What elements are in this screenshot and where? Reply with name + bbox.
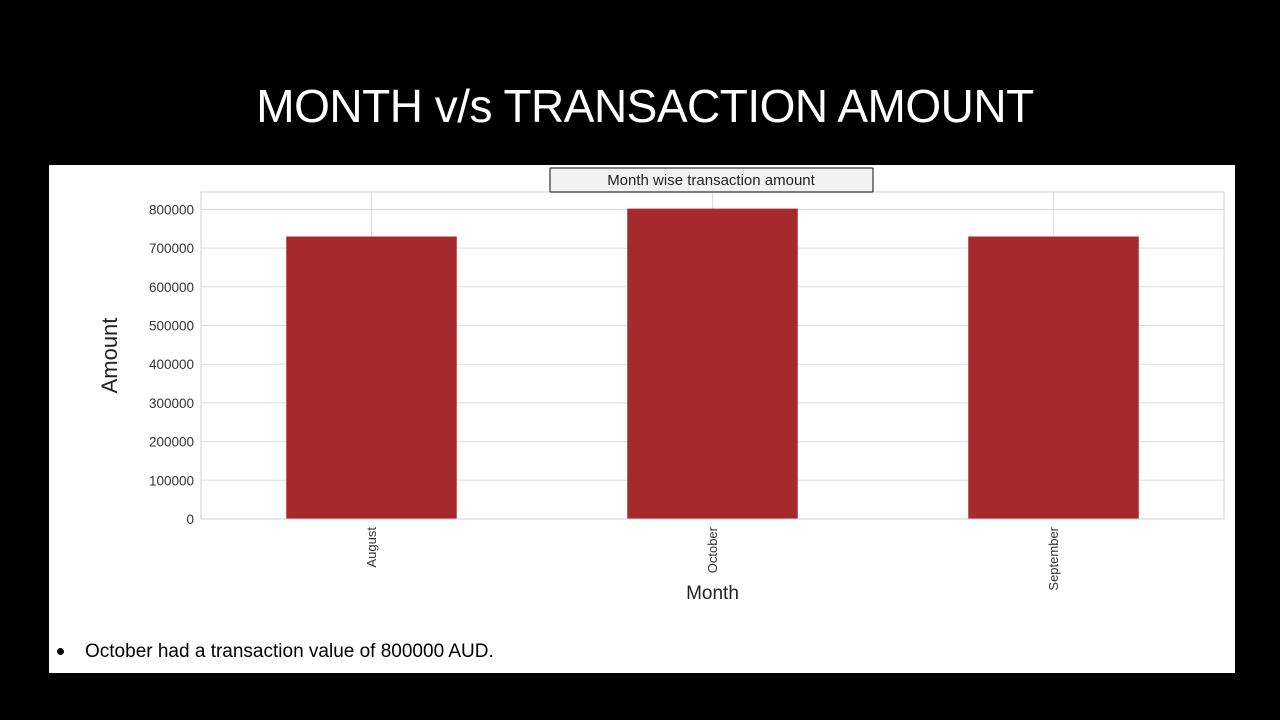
y-tick-label: 700000 bbox=[149, 241, 194, 256]
y-tick-label: 300000 bbox=[149, 396, 194, 411]
chart-panel: 0 100000 200000 300000 400000 500000 600000 700… bbox=[49, 165, 1235, 673]
chart-title-box: Month wise transaction amount bbox=[549, 167, 874, 193]
y-tick-label: 100000 bbox=[149, 473, 194, 488]
bar-chart: 0 100000 200000 300000 400000 500000 600000 700… bbox=[97, 167, 1225, 604]
x-tick-label: September bbox=[1046, 526, 1061, 590]
chart-title-frame bbox=[549, 167, 874, 193]
y-tick-label: 500000 bbox=[149, 319, 194, 334]
x-tick-label: August bbox=[364, 527, 379, 568]
bullet-icon bbox=[57, 648, 64, 655]
x-axis-label: Month bbox=[686, 583, 739, 604]
y-tick-label: 0 bbox=[186, 512, 194, 527]
bar bbox=[968, 236, 1139, 519]
chart-title: Month wise transaction amount bbox=[607, 172, 815, 189]
slide-title: MONTH v/s TRANSACTION AMOUNT bbox=[256, 80, 1034, 132]
bar bbox=[627, 208, 798, 519]
y-axis-label: Amount bbox=[97, 318, 122, 394]
y-tick-labels: 0 100000 200000 300000 400000 500000 600000 700… bbox=[149, 202, 194, 527]
bars bbox=[286, 208, 1139, 519]
y-tick-label: 800000 bbox=[149, 202, 194, 217]
x-tick-labels: August October September bbox=[364, 526, 1061, 590]
note-list: October had a transaction value of 80000… bbox=[49, 637, 1235, 667]
note-text: October had a transaction value of 80000… bbox=[85, 641, 494, 662]
bar bbox=[286, 236, 457, 519]
y-tick-label: 400000 bbox=[149, 357, 194, 372]
y-tick-label: 600000 bbox=[149, 280, 194, 295]
y-tick-label: 200000 bbox=[149, 435, 194, 450]
x-tick-label: October bbox=[705, 526, 720, 573]
